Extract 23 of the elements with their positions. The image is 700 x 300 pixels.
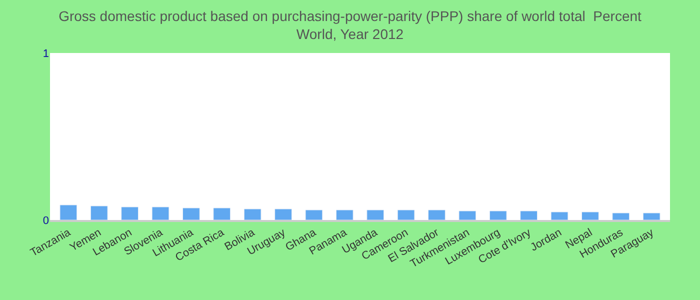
- bar: [244, 208, 262, 220]
- bar: [489, 210, 507, 220]
- bar: [428, 210, 446, 220]
- bar: [213, 208, 231, 220]
- bar: [458, 210, 476, 220]
- bar: [397, 210, 415, 220]
- bar: [152, 206, 170, 220]
- bar: [182, 208, 200, 220]
- bar: [520, 210, 538, 220]
- y-tick-label: 0: [42, 214, 49, 227]
- bar: [642, 212, 660, 220]
- bar: [60, 204, 78, 220]
- bar: [336, 210, 354, 220]
- bar: [121, 206, 138, 220]
- chart-title: Gross domestic product based on purchasing-power-parity (PPP) share of world total Percent World, Year 2012: [58, 8, 642, 42]
- bar: [305, 210, 323, 220]
- y-tick-label: 1: [42, 48, 49, 60]
- bar: [582, 212, 599, 220]
- bar: [90, 206, 108, 220]
- bar: [612, 212, 630, 220]
- bar: [274, 208, 292, 220]
- bar: [550, 212, 568, 220]
- bar: [366, 210, 384, 220]
